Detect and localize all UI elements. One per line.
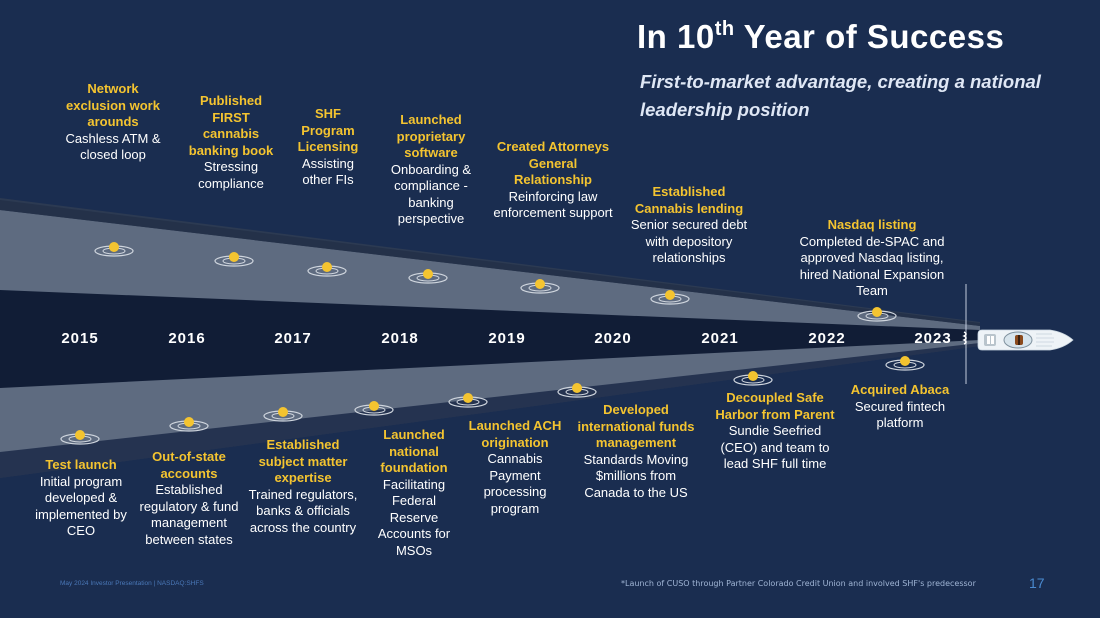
event-description: Cannabis Payment processing program bbox=[483, 451, 547, 516]
event-heading: Published FIRST cannabis banking book bbox=[188, 93, 274, 158]
wake-edge-top bbox=[0, 200, 980, 326]
event-description: Assisting other FIs bbox=[301, 155, 355, 188]
event-marker-icon bbox=[354, 401, 394, 416]
timeline-event-bottom: Acquired Abaca Secured fintech platform bbox=[845, 382, 955, 432]
boat-icon bbox=[962, 284, 1074, 384]
event-marker-icon bbox=[885, 356, 925, 371]
timeline-event-bottom: Test launch Initial program developed & … bbox=[29, 457, 134, 540]
event-marker-icon bbox=[169, 417, 209, 432]
page-number: 17 bbox=[1029, 575, 1045, 591]
year-label: 2021 bbox=[701, 330, 739, 347]
event-heading: Established Cannabis lending bbox=[634, 184, 744, 216]
event-marker-icon bbox=[448, 393, 488, 408]
event-heading: Test launch bbox=[45, 457, 117, 472]
event-description: Cashless ATM & closed loop bbox=[65, 130, 161, 163]
event-marker-icon bbox=[520, 279, 560, 294]
title-superscript: th bbox=[714, 18, 735, 40]
page-title: In 10th Year of Success bbox=[637, 18, 1087, 56]
timeline-event-top: Launched proprietary software Onboarding… bbox=[385, 112, 477, 228]
event-description: Initial program developed & implemented … bbox=[35, 473, 127, 539]
year-label: 2017 bbox=[274, 330, 312, 347]
event-heading: Created Attorneys General Relationship bbox=[496, 139, 610, 187]
timeline-event-top: Created Attorneys General Relationship R… bbox=[491, 139, 616, 222]
timeline-event-top: SHF Program Licensing Assisting other FI… bbox=[293, 106, 363, 189]
event-description: Onboarding & compliance - banking perspe… bbox=[390, 161, 472, 227]
event-description: Facilitating Federal Reserve Accounts fo… bbox=[377, 476, 451, 558]
footer-presentation-label: May 2024 Investor Presentation | NASDAQ:… bbox=[60, 580, 204, 587]
event-description: Established regulatory & fund management… bbox=[139, 482, 239, 547]
event-heading: Developed international funds management bbox=[577, 402, 695, 450]
event-description: Secured fintech platform bbox=[854, 398, 946, 431]
footnote: *Launch of CUSO through Partner Colorado… bbox=[621, 579, 976, 588]
event-marker-icon bbox=[307, 262, 347, 277]
year-label: 2018 bbox=[381, 330, 419, 347]
year-label: 2022 bbox=[808, 330, 846, 347]
event-description: Completed de-SPAC and approved Nasdaq li… bbox=[799, 233, 945, 299]
event-marker-icon bbox=[408, 269, 448, 284]
event-description: Standards Moving $millions from Canada t… bbox=[583, 451, 689, 500]
event-description: Senior secured debt with depository rela… bbox=[630, 217, 748, 265]
event-description: Stressing compliance bbox=[198, 159, 264, 191]
event-marker-icon bbox=[733, 371, 773, 386]
event-heading: Launched proprietary software bbox=[396, 112, 466, 160]
wake-edge-bottom bbox=[0, 343, 980, 478]
event-marker-icon bbox=[557, 383, 597, 398]
year-label: 2016 bbox=[168, 330, 206, 347]
timeline-event-bottom: Established subject matter expertise Tra… bbox=[248, 437, 358, 536]
event-marker-icon bbox=[650, 290, 690, 305]
event-heading: SHF Program Licensing bbox=[297, 106, 359, 154]
title-suffix: Year of Success bbox=[734, 18, 1005, 55]
event-heading: Decoupled Safe Harbor from Parent bbox=[715, 390, 835, 422]
timeline-event-top: Established Cannabis lending Senior secu… bbox=[629, 184, 749, 267]
event-marker-icon bbox=[857, 307, 897, 322]
timeline-event-bottom: Launched national foundation Facilitatin… bbox=[372, 427, 456, 559]
year-label: 2020 bbox=[594, 330, 632, 347]
year-label: 2023 bbox=[914, 330, 952, 347]
event-description: Sundie Seefried (CEO) and team to lead S… bbox=[720, 423, 830, 471]
timeline-event-top: Nasdaq listing Completed de-SPAC and app… bbox=[792, 217, 952, 300]
event-marker-icon bbox=[214, 252, 254, 267]
title-prefix: In 10 bbox=[637, 18, 715, 55]
timeline-event-top: Published FIRST cannabis banking book St… bbox=[183, 93, 279, 192]
event-heading: Launched national foundation bbox=[380, 427, 448, 475]
event-marker-icon bbox=[263, 407, 303, 422]
wake-core-band bbox=[0, 290, 980, 388]
event-heading: Nasdaq listing bbox=[827, 217, 917, 232]
event-description: Trained regulators, banks & officials ac… bbox=[248, 486, 358, 535]
timeline-event-bottom: Launched ACH origination Cannabis Paymen… bbox=[465, 418, 565, 517]
event-description: Reinforcing law enforcement support bbox=[493, 188, 613, 221]
timeline-event-bottom: Out-of-state accounts Established regula… bbox=[135, 449, 243, 548]
timeline-event-bottom: Developed international funds management… bbox=[572, 402, 700, 501]
timeline-event-bottom: Decoupled Safe Harbor from Parent Sundie… bbox=[710, 390, 840, 473]
year-label: 2015 bbox=[61, 330, 99, 347]
event-heading: Network exclusion work arounds bbox=[66, 81, 160, 129]
event-heading: Acquired Abaca bbox=[850, 382, 950, 397]
page-subtitle: First-to-market advantage, creating a na… bbox=[640, 71, 1041, 120]
event-heading: Established subject matter expertise bbox=[258, 437, 348, 485]
event-marker-icon bbox=[60, 430, 100, 445]
event-marker-icon bbox=[94, 242, 134, 257]
event-heading: Out-of-state accounts bbox=[152, 449, 226, 481]
timeline-event-top: Network exclusion work arounds Cashless … bbox=[58, 81, 168, 164]
event-heading: Launched ACH origination bbox=[468, 418, 562, 450]
year-label: 2019 bbox=[488, 330, 526, 347]
